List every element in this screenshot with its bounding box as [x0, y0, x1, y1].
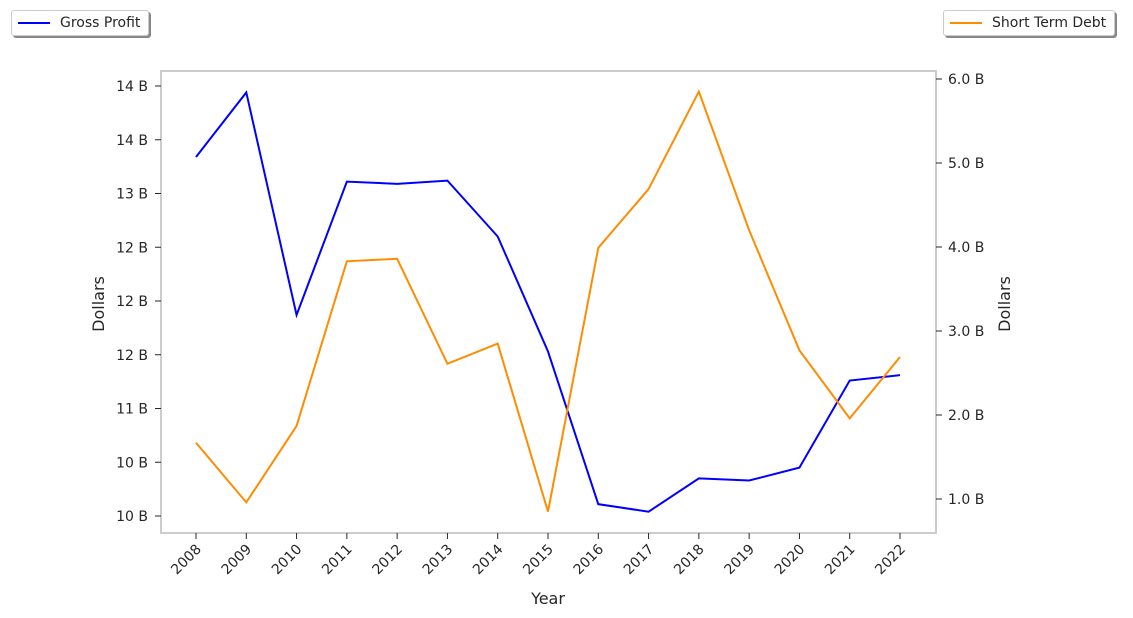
y-axis-right-label: Dollars: [995, 276, 1014, 332]
x-tick-label: 2015: [520, 542, 557, 579]
left-tick-label: 10 B: [116, 455, 148, 471]
legend-short-term-debt: Short Term Debt: [943, 10, 1116, 36]
legend-swatch-gross-profit: [18, 22, 50, 24]
x-tick-label: 2010: [269, 542, 306, 579]
left-tick-label: 14 B: [116, 79, 148, 95]
right-tick-label: 1.0 B: [948, 492, 984, 508]
x-tick-label: 2020: [772, 542, 809, 579]
x-tick-label: 2014: [470, 541, 507, 578]
series-line-short-term-debt: [195, 89, 901, 512]
legend-swatch-short-term-debt: [950, 22, 982, 24]
left-tick-label: 13 B: [116, 187, 148, 203]
x-tick-label: 2011: [319, 542, 356, 579]
y-axis-left-label: Dollars: [89, 276, 108, 332]
x-tick-label: 2013: [420, 542, 457, 579]
left-tick-label: 14 B: [116, 133, 148, 149]
right-tick-label: 5.0 B: [948, 156, 984, 172]
x-tick-label: 2018: [671, 542, 708, 579]
left-tick-label: 12 B: [116, 294, 148, 310]
x-tick-label: 2019: [721, 542, 758, 579]
x-tick-label: 2012: [369, 542, 406, 579]
x-tick-label: 2017: [621, 542, 658, 579]
x-tick-label: 2021: [822, 542, 859, 579]
right-tick-label: 6.0 B: [948, 72, 984, 88]
series-line-gross-profit: [195, 90, 901, 513]
right-tick-label: 2.0 B: [948, 408, 984, 424]
x-tick-label: 2009: [219, 542, 256, 579]
x-tick-label: 2016: [571, 541, 608, 578]
left-tick-label: 12 B: [116, 348, 148, 364]
legend-gross-profit: Gross Profit: [11, 10, 150, 36]
legend-label-gross-profit: Gross Profit: [60, 15, 141, 31]
plot-area: [160, 70, 937, 534]
right-tick-label: 3.0 B: [948, 324, 984, 340]
x-tick-label: 2022: [872, 542, 909, 579]
left-tick-label: 11 B: [116, 402, 148, 418]
legend-label-short-term-debt: Short Term Debt: [992, 15, 1107, 31]
left-tick-label: 10 B: [116, 509, 148, 525]
x-tick-label: 2008: [168, 542, 205, 579]
left-tick-label: 12 B: [116, 240, 148, 256]
x-axis-label: Year: [530, 589, 565, 608]
right-tick-label: 4.0 B: [948, 240, 984, 256]
